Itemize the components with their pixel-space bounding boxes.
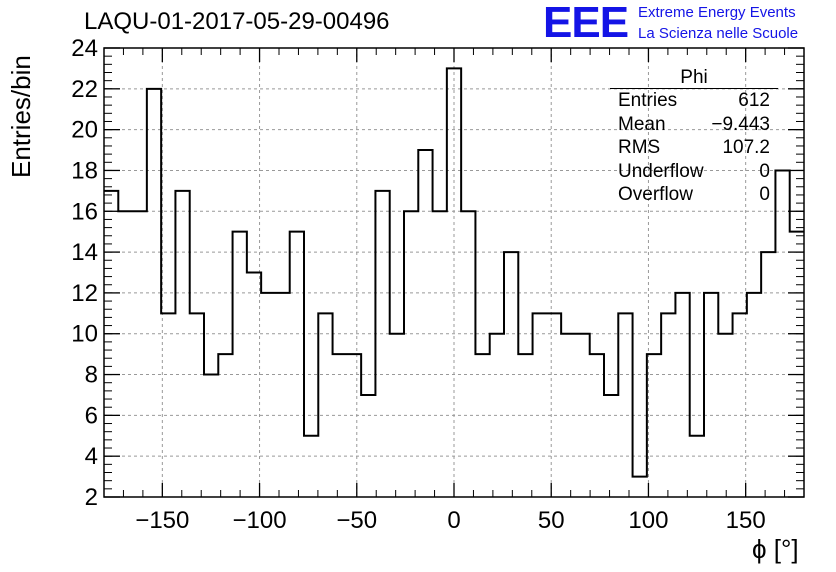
stats-label: Underflow [618, 160, 704, 182]
histogram-bin [175, 191, 189, 497]
histogram-bin [318, 313, 332, 497]
histogram-bin [161, 313, 175, 497]
histogram-bin [761, 252, 775, 497]
grid-lines [104, 48, 804, 497]
histogram-bin [547, 313, 561, 497]
eee-logo: EEE [543, 0, 629, 47]
histogram-bin [361, 395, 375, 497]
x-tick-label: 0 [447, 507, 460, 534]
y-tick-label: 20 [71, 117, 98, 144]
histogram-bin [790, 232, 804, 497]
stats-row-entries: Entries 612 [610, 89, 778, 113]
stats-value: 107.2 [722, 137, 770, 158]
stats-row-overflow: Overflow 0 [610, 183, 778, 207]
y-axis-label: Entries/bin [6, 55, 36, 178]
stats-value: 0 [759, 160, 770, 182]
histogram-bin [447, 68, 461, 497]
histogram-bin [118, 211, 132, 497]
histogram-bin [347, 354, 361, 497]
histogram-bin [275, 293, 289, 497]
histogram-step-line [104, 67, 804, 478]
histogram-bin [504, 252, 518, 497]
histogram-bin [133, 211, 147, 497]
chart-title: LAQU-01-2017-05-29-00496 [84, 8, 390, 35]
brand-line-1: Extreme Energy Events [638, 4, 796, 21]
x-tick-label: 100 [628, 507, 668, 534]
y-tick-label: 22 [71, 76, 98, 103]
histogram-bin [518, 354, 532, 497]
stats-label: Mean [618, 113, 666, 135]
histogram-bin [433, 211, 447, 497]
histogram-bin [404, 211, 418, 497]
histogram-bin [333, 354, 347, 497]
histogram-bin [475, 354, 489, 497]
y-tick-label: 18 [71, 157, 98, 184]
histogram-bin [147, 89, 161, 497]
histogram-bin [104, 191, 118, 497]
histogram-bin [561, 334, 575, 497]
histogram-bin [718, 334, 732, 497]
histogram-bin [418, 150, 432, 497]
y-tick-label: 12 [71, 280, 98, 307]
histogram-bin [575, 334, 589, 497]
y-tick-label: 16 [71, 198, 98, 225]
histogram-bin [233, 232, 247, 497]
histogram-bin [590, 354, 604, 497]
x-tick-label: −150 [135, 507, 189, 534]
histogram-bin [375, 191, 389, 497]
y-tick-label: 10 [71, 321, 98, 348]
histogram-bin [190, 313, 204, 497]
x-tick-label: 50 [538, 507, 565, 534]
histogram-bin [618, 313, 632, 497]
histogram-bin [247, 273, 261, 498]
y-tick-label: 6 [85, 402, 98, 429]
y-tick-label: 8 [85, 362, 98, 389]
stats-value: 612 [738, 90, 770, 111]
histogram-bin [604, 395, 618, 497]
stats-row-mean: Mean −9.443 [610, 113, 778, 137]
histogram-bin [218, 354, 232, 497]
y-tick-label: 24 [71, 35, 98, 62]
histogram-bin [290, 232, 304, 497]
histogram-bin [304, 436, 318, 497]
histogram-bin [261, 293, 275, 497]
stats-value: −9.443 [711, 113, 770, 135]
histogram-bin [704, 293, 718, 497]
stats-row-underflow: Underflow 0 [610, 160, 778, 184]
y-tick-label: 14 [71, 239, 98, 266]
histogram-bin [533, 313, 547, 497]
histogram-bin [690, 436, 704, 497]
axis-ticks [103, 47, 805, 498]
histogram-bin [204, 375, 218, 497]
brand-line-2: La Scienza nelle Scuole [638, 25, 799, 42]
stats-row-rms: RMS 107.2 [610, 136, 778, 160]
x-tick-label: −50 [336, 507, 377, 534]
histogram-bin [775, 170, 789, 497]
x-axis-label: ϕ [°] [752, 534, 799, 564]
histogram-bin [675, 293, 689, 497]
histogram-bin [733, 313, 747, 497]
y-tick-label: 2 [85, 484, 98, 511]
histogram-bin [747, 293, 761, 497]
histogram-bin [661, 313, 675, 497]
histogram-bin [633, 477, 647, 497]
stats-label: Overflow [618, 184, 693, 205]
histogram-bin [490, 334, 504, 497]
stats-box: Phi Entries 612 Mean −9.443 RMS 107.2 Under… [610, 68, 778, 207]
stats-label: RMS [618, 137, 661, 158]
histogram-bin [647, 354, 661, 497]
histogram-bin [390, 334, 404, 497]
stats-value: 0 [759, 184, 770, 205]
y-tick-label: 4 [85, 443, 98, 470]
x-tick-label: −100 [233, 507, 287, 534]
histogram-bin [461, 211, 475, 497]
stats-label: Entries [618, 90, 678, 111]
stats-box-name: Phi [610, 68, 778, 89]
x-tick-label: 150 [726, 507, 766, 534]
